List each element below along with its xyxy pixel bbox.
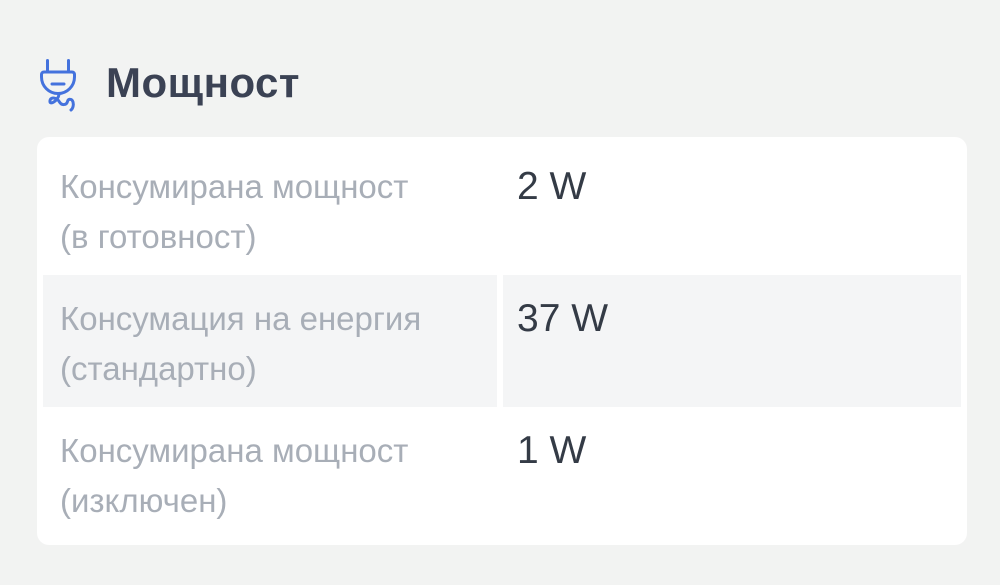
spec-label-line2: (изключен) (60, 482, 228, 519)
spec-row-standard: Консумация на енергия (стандартно) 37 W (43, 275, 961, 407)
power-plug-icon (38, 58, 80, 113)
spec-label-line1: Консумирана мощност (60, 168, 409, 205)
spec-label-line1: Консумация на енергия (60, 300, 422, 337)
spec-label: Консумация на енергия (стандартно) (43, 275, 497, 407)
section-header: Мощност (0, 0, 1000, 113)
spec-row-standby: Консумирана мощност (в готовност) 2 W (43, 143, 961, 275)
spec-card: Консумирана мощност (в готовност) 2 W Ко… (37, 137, 967, 545)
spec-label-line2: (в готовност) (60, 218, 257, 255)
spec-label-line1: Консумирана мощност (60, 432, 409, 469)
section-title: Мощност (106, 58, 300, 106)
spec-value: 2 W (517, 165, 587, 208)
spec-value: 37 W (503, 275, 961, 407)
spec-row-off: Консумирана мощност (изключен) 1 W (43, 407, 961, 539)
spec-label-line2: (стандартно) (60, 350, 257, 387)
spec-value: 1 W (517, 429, 587, 472)
spec-label: Консумирана мощност (в готовност) (43, 143, 497, 275)
spec-label: Консумирана мощност (изключен) (43, 407, 497, 539)
